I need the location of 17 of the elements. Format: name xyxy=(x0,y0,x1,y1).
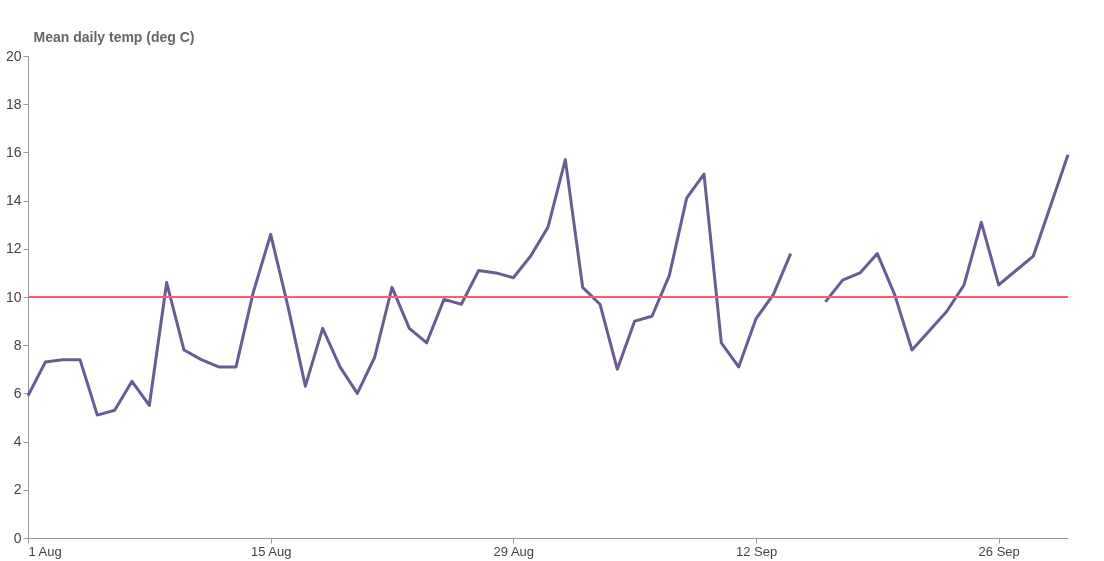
y-tick-label: 6 xyxy=(13,384,22,401)
x-tick-label: 12 Sep xyxy=(735,543,778,559)
y-tick-label: 2 xyxy=(13,481,22,498)
y-tick-label: 4 xyxy=(13,433,22,450)
y-tick-label: 14 xyxy=(5,192,22,209)
y-tick-label: 20 xyxy=(5,47,22,64)
y-axis-title: Mean daily temp (deg C) xyxy=(33,28,195,45)
y-tick-label: 16 xyxy=(5,143,22,160)
y-tick-label: 0 xyxy=(13,529,22,546)
x-tick-label: 29 Aug xyxy=(493,543,535,559)
x-tick-label: 26 Sep xyxy=(978,543,1020,559)
x-tick-label: 15 Aug xyxy=(250,543,292,559)
y-tick-label: 18 xyxy=(5,95,22,112)
y-tick-label: 12 xyxy=(5,240,22,257)
y-tick-label: 10 xyxy=(5,288,22,305)
y-tick-label: 8 xyxy=(13,336,22,353)
x-tick-label: 1 Aug xyxy=(28,543,62,559)
